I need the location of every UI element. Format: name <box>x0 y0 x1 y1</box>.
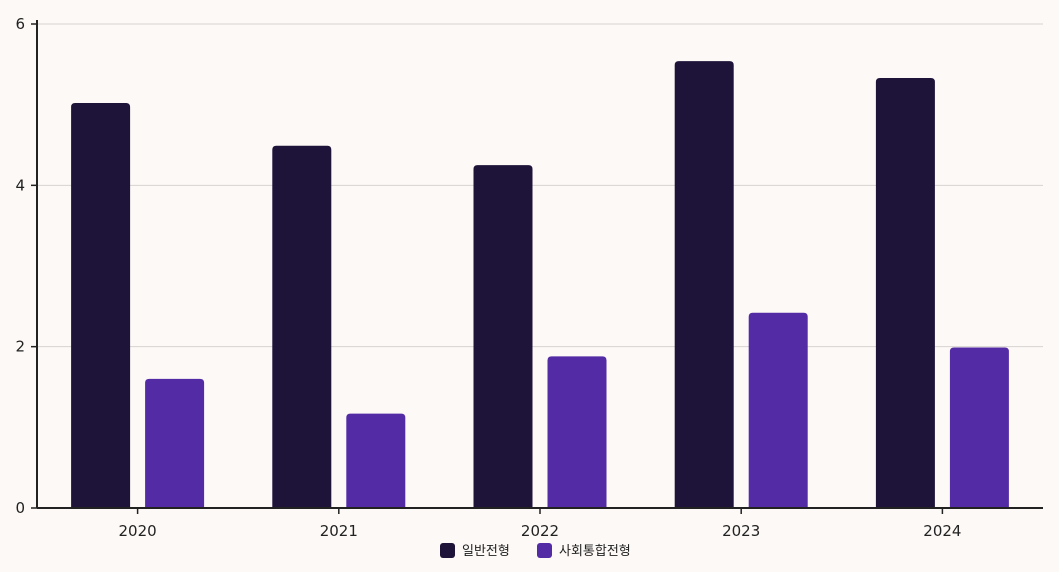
x-tick-label: 2021 <box>320 522 358 540</box>
bar-social-2022 <box>547 356 607 508</box>
y-tick-label: 6 <box>15 15 25 33</box>
y-tick-label: 0 <box>15 499 25 517</box>
grid-lines <box>37 23 1043 348</box>
x-tick-label: 2020 <box>119 522 157 540</box>
legend-label: 사회통합전형 <box>559 544 631 559</box>
bar-social-2023 <box>748 312 808 508</box>
legend-item-general[interactable]: 일반전형 <box>440 543 510 559</box>
legend-item-social[interactable]: 사회통합전형 <box>537 543 631 559</box>
x-tick-label: 2024 <box>923 522 961 540</box>
bar-social-2024 <box>949 347 1009 508</box>
bar-social-2020 <box>145 378 205 508</box>
legend-swatch <box>440 543 455 558</box>
tick-labels: 0 2 4 6 2020 2021 2022 2023 2024 <box>15 15 961 540</box>
bar-general-2022 <box>473 165 533 508</box>
bars <box>71 61 1009 509</box>
bar-general-2023 <box>674 61 734 509</box>
x-tick-label: 2023 <box>722 522 760 540</box>
bar-general-2020 <box>71 103 131 508</box>
axes <box>31 20 1043 514</box>
x-tick-label: 2022 <box>521 522 559 540</box>
y-tick-label: 2 <box>15 338 25 356</box>
bar-social-2021 <box>346 413 406 508</box>
y-tick-label: 4 <box>15 176 25 194</box>
bar-general-2021 <box>272 145 332 508</box>
legend-label: 일반전형 <box>462 544 510 559</box>
legend[interactable]: 일반전형 사회통합전형 <box>440 543 631 559</box>
bar-general-2024 <box>875 78 935 509</box>
legend-swatch <box>537 543 552 558</box>
